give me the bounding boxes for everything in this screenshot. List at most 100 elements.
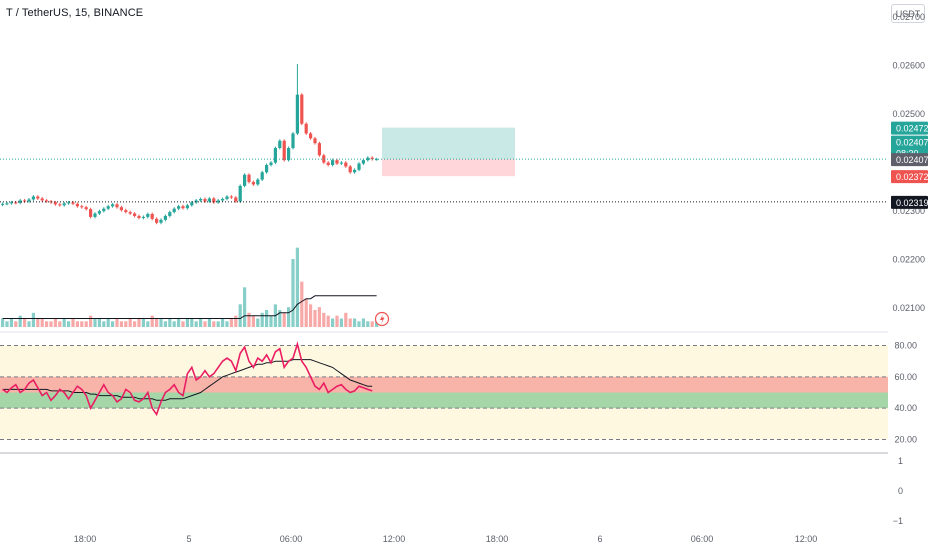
volume-bar xyxy=(119,321,123,327)
volume-bar xyxy=(80,321,84,327)
volume-bar xyxy=(93,318,97,327)
time-tick-label: 18:00 xyxy=(486,534,509,544)
volume-bar xyxy=(291,259,295,327)
volume-bar xyxy=(159,318,163,327)
candle xyxy=(287,148,291,161)
candle xyxy=(62,203,66,206)
candle xyxy=(273,148,277,163)
candle xyxy=(304,123,308,134)
candle xyxy=(234,197,238,202)
candle xyxy=(265,165,269,173)
position-profit-zone xyxy=(382,127,515,160)
volume-bar xyxy=(155,318,159,327)
candle xyxy=(155,218,159,223)
candle xyxy=(344,162,348,167)
volume-bar xyxy=(67,321,71,327)
volume-bar xyxy=(97,318,101,327)
candle xyxy=(5,203,9,205)
candle xyxy=(9,202,13,204)
candle xyxy=(36,196,40,199)
entry-price-badge-bg xyxy=(891,153,928,167)
volume-bar xyxy=(370,321,374,327)
rsi-tick-label: 20.00 xyxy=(894,434,917,444)
volume-bar xyxy=(225,321,229,327)
candle xyxy=(102,208,106,212)
candle xyxy=(27,199,31,202)
line-price-badge-text: 0.02319 xyxy=(896,198,929,208)
time-tick-label: 5 xyxy=(186,534,191,544)
volume-bar xyxy=(300,281,304,327)
candle xyxy=(124,210,128,213)
volume-bar xyxy=(84,321,88,327)
volume-bar xyxy=(172,321,176,327)
volume-bar xyxy=(322,312,326,327)
volume-bar xyxy=(203,321,207,327)
volume-bar xyxy=(212,321,216,327)
volume-bar xyxy=(181,321,185,327)
candle xyxy=(278,140,282,149)
volume-bar xyxy=(5,321,9,327)
volume-bar xyxy=(339,318,343,327)
volume-bar xyxy=(75,321,79,327)
volume-bar xyxy=(326,315,330,327)
currency-selector[interactable]: USDT xyxy=(891,4,925,23)
candle xyxy=(221,198,225,201)
volume-bar xyxy=(133,321,137,327)
volume-bar xyxy=(353,318,357,327)
volume-bar xyxy=(361,318,365,327)
candle xyxy=(133,213,137,216)
volume-bar xyxy=(124,321,128,327)
time-tick-label: 18:00 xyxy=(74,534,97,544)
candle xyxy=(185,205,189,209)
candle xyxy=(203,198,207,202)
candle xyxy=(23,200,27,202)
volume-bar xyxy=(58,321,62,327)
volume-bar xyxy=(199,318,203,327)
line-price-badge: 0.02319 xyxy=(891,195,929,209)
volume-bar xyxy=(18,315,22,327)
candle xyxy=(190,202,194,206)
candle xyxy=(80,206,84,208)
time-tick-label: 06:00 xyxy=(280,534,303,544)
candle xyxy=(18,200,22,203)
price-tick-label: 0.02700 xyxy=(892,12,925,22)
candle xyxy=(216,200,220,203)
candle xyxy=(348,166,352,173)
volume-bar xyxy=(45,321,49,327)
lightning-icon xyxy=(380,314,385,325)
volume-bar xyxy=(309,304,313,327)
volume-bar xyxy=(295,247,299,327)
volume-ma-line xyxy=(2,295,377,319)
volume-bar xyxy=(238,304,242,327)
candle xyxy=(331,160,335,165)
volume-bar xyxy=(282,312,286,327)
axes: 0.027000.026000.025000.024000.023000.022… xyxy=(0,12,929,544)
volume-bar xyxy=(375,321,379,327)
volume-bar xyxy=(265,310,269,327)
volume-bar xyxy=(71,318,75,327)
volume-bar xyxy=(234,315,238,327)
volume-bar xyxy=(287,307,291,327)
volume-bar xyxy=(40,318,44,327)
candle xyxy=(159,219,163,223)
volume-bar xyxy=(278,310,282,327)
candle xyxy=(150,214,154,219)
volume-bar xyxy=(243,287,247,327)
candle xyxy=(106,206,110,209)
candle xyxy=(207,198,211,202)
candle xyxy=(141,216,145,218)
candle xyxy=(168,212,172,216)
volume-bar xyxy=(344,312,348,327)
volume-bar xyxy=(317,307,321,327)
candle xyxy=(260,172,264,180)
candle xyxy=(40,198,44,201)
last-price-badge-text: 0.02407 xyxy=(896,138,929,148)
candle xyxy=(229,196,233,198)
candle xyxy=(313,138,317,144)
target-price-badge: 0.02472 xyxy=(891,121,929,135)
volume-bar xyxy=(23,318,27,327)
entry-price-badge: 0.02407 xyxy=(891,153,929,167)
candle xyxy=(335,160,339,164)
volume-bar xyxy=(269,315,273,327)
